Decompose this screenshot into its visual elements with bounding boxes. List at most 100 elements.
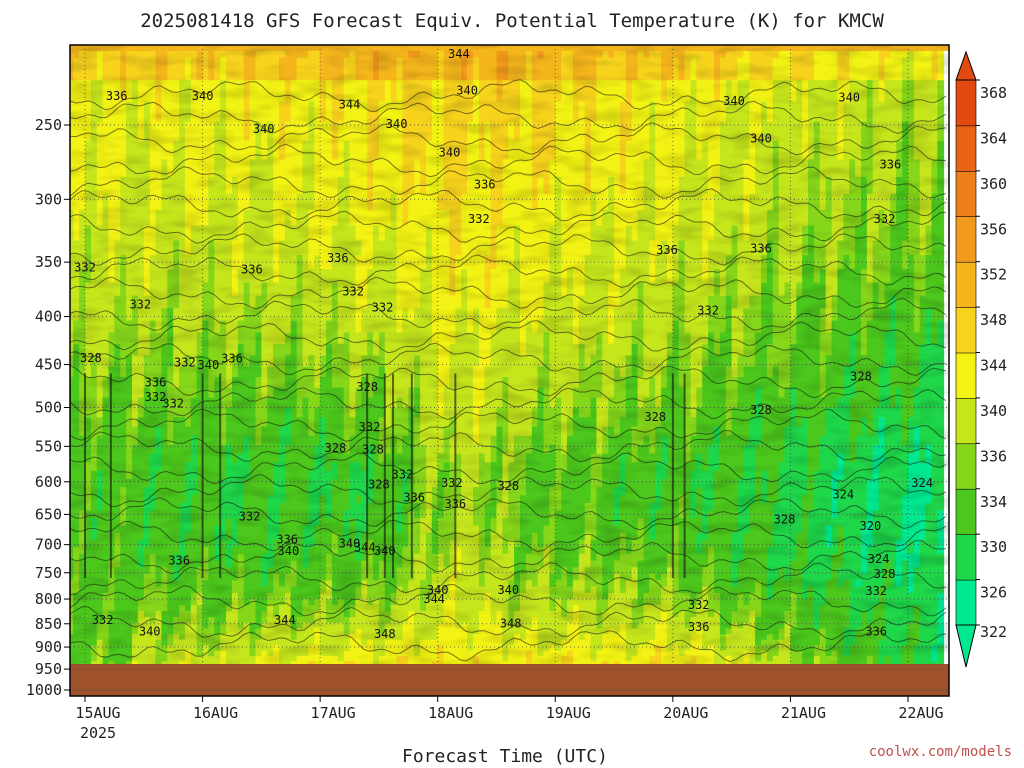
colorbar-swatch xyxy=(955,170,977,218)
y-tick-label: 950 xyxy=(35,660,62,678)
contour-label: 344 xyxy=(274,613,296,627)
contour-label: 332 xyxy=(874,212,896,226)
contour-label: 328 xyxy=(774,513,796,527)
contour-label: 336 xyxy=(444,497,466,511)
y-tick-label: 600 xyxy=(35,473,62,491)
y-tick-label: 500 xyxy=(35,399,62,417)
colorbar-label: 356 xyxy=(980,220,1007,238)
contour-label: 332 xyxy=(342,285,364,299)
x-tick-label: 21AUG xyxy=(781,704,826,722)
contour-label: 332 xyxy=(392,467,414,481)
y-tick-label: 300 xyxy=(35,190,62,208)
contour-label: 328 xyxy=(80,351,102,365)
y-tick-label: 450 xyxy=(35,356,62,374)
plot-frame xyxy=(69,44,950,697)
contour-line xyxy=(70,342,947,376)
contour-label: 328 xyxy=(644,410,666,424)
contour-label: 332 xyxy=(145,390,167,404)
contour-label: 332 xyxy=(441,476,463,490)
x-tick-label: 17AUG xyxy=(311,704,356,722)
contour-label: 332 xyxy=(372,300,394,314)
colorbar-label: 334 xyxy=(980,493,1007,511)
colorbar-label: 344 xyxy=(980,357,1007,375)
contour-line xyxy=(70,429,947,463)
contour-label: 340 xyxy=(750,132,772,146)
contour-line xyxy=(70,630,947,663)
colorbar: 368 364 360 356 352 348 344 340 336 334 330 326 322 xyxy=(955,50,1007,668)
x-tick-label: 20AUG xyxy=(663,704,708,722)
colorbar-label: 340 xyxy=(980,402,1007,420)
contour-label: 328 xyxy=(362,443,384,457)
contour-label: 332 xyxy=(174,355,196,369)
contour-label: 336 xyxy=(168,554,190,568)
contour-label: 336 xyxy=(865,625,887,639)
colorbar-swatch xyxy=(955,533,977,581)
colorbar-label: 368 xyxy=(980,84,1007,102)
contour-label: 340 xyxy=(192,89,214,103)
contour-label: 340 xyxy=(497,583,519,597)
contour-label: 332 xyxy=(74,260,96,274)
contour-label: 340 xyxy=(253,122,275,136)
contour-line xyxy=(70,143,947,178)
contour-label: 332 xyxy=(359,420,381,434)
contour-label: 332 xyxy=(92,613,114,627)
contour-label: 328 xyxy=(368,478,390,492)
contour-line xyxy=(70,79,947,112)
contour-line xyxy=(70,254,947,289)
contour-label: 328 xyxy=(356,380,378,394)
x-tick-label: 15AUG xyxy=(75,704,120,722)
ground-fill xyxy=(70,664,949,696)
contour-label: 324 xyxy=(868,552,890,566)
y-tick-label: 1000 xyxy=(26,681,62,699)
y-tick-label: 700 xyxy=(35,536,62,554)
colorbar-label: 326 xyxy=(980,584,1007,602)
colorbar-swatch xyxy=(955,352,977,399)
contour-label: 328 xyxy=(325,441,347,455)
colorbar-swatch xyxy=(955,79,977,127)
colorbar-label: 348 xyxy=(980,311,1007,329)
contour-label: 340 xyxy=(456,84,478,98)
colorbar-swatch xyxy=(955,579,977,626)
x-tick-label: 16AUG xyxy=(193,704,238,722)
contour-line xyxy=(70,452,947,485)
texture-overlay xyxy=(70,45,949,664)
colorbar-bottom-arrow xyxy=(955,624,977,668)
contour-line xyxy=(70,298,947,331)
contour-label: 328 xyxy=(850,370,872,384)
y-tick-label: 250 xyxy=(35,116,62,134)
colorbar-label: 336 xyxy=(980,447,1007,465)
contour-label: 340 xyxy=(198,358,220,372)
contour-label: 340 xyxy=(278,544,300,558)
colorbar-label: 360 xyxy=(980,175,1007,193)
contour-label: 348 xyxy=(374,627,396,641)
chart-title: 2025081418 GFS Forecast Equiv. Potential… xyxy=(140,10,884,32)
contour-line xyxy=(70,100,947,135)
contour-label: 340 xyxy=(838,91,860,105)
contour-label: 336 xyxy=(750,242,772,256)
contour-label: 332 xyxy=(239,510,261,524)
contour-label: 340 xyxy=(374,544,396,558)
colorbar-swatch xyxy=(955,125,977,172)
colorbar-label: 364 xyxy=(980,129,1007,147)
contour-label: 340 xyxy=(439,145,461,159)
contour-line xyxy=(70,408,947,442)
contour-label: 340 xyxy=(139,625,161,639)
contour-label: 340 xyxy=(723,94,745,108)
contour-line xyxy=(70,122,947,156)
colorbar-label: 352 xyxy=(980,266,1007,284)
contour-label: 344 xyxy=(448,47,470,61)
y-tick-label: 400 xyxy=(35,308,62,326)
contour-label: 344 xyxy=(339,97,361,111)
x-tick-label: 19AUG xyxy=(546,704,591,722)
contour-label: 340 xyxy=(339,537,361,551)
contour-label: 336 xyxy=(145,376,167,390)
contour-label: 332 xyxy=(129,297,151,311)
contour-label: 336 xyxy=(327,251,349,265)
contour-label: 344 xyxy=(354,541,376,555)
contour-line xyxy=(70,539,947,575)
y-tick-label: 750 xyxy=(35,564,62,582)
contour-line xyxy=(70,276,947,310)
contour-label: 332 xyxy=(688,598,710,612)
axes: 250 300 350 400 450 500 550 600 650 700 750 800 850 9… xyxy=(26,44,950,742)
